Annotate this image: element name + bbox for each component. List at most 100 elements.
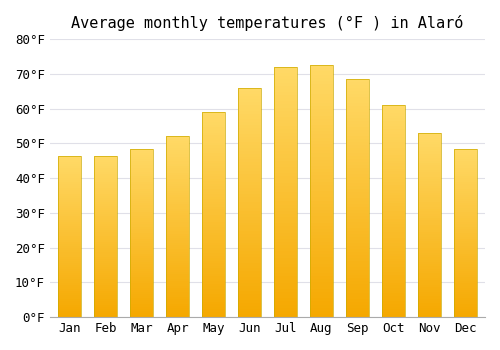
Bar (274, 173, 297, 176)
Bar (202, 191, 225, 194)
Bar (346, 106, 369, 109)
Bar (130, 235, 154, 237)
Bar (418, 220, 441, 223)
Bar (238, 314, 261, 317)
Bar (94, 218, 118, 220)
Bar (454, 265, 477, 267)
Bar (274, 161, 297, 164)
Bar (346, 135, 369, 139)
Bar (418, 276, 441, 278)
Bar (94, 305, 118, 307)
Bar (310, 81, 333, 84)
Bar (166, 222, 189, 224)
Bar (58, 222, 82, 224)
Bar (238, 228, 261, 231)
Bar (94, 155, 118, 317)
Bar (454, 241, 477, 243)
Bar (346, 266, 369, 270)
Bar (58, 303, 82, 305)
Bar (382, 307, 405, 309)
Bar (202, 194, 225, 197)
Bar (454, 176, 477, 178)
Bar (310, 147, 333, 150)
Bar (274, 192, 297, 195)
Bar (382, 206, 405, 209)
Bar (418, 296, 441, 299)
Bar (94, 275, 118, 277)
Bar (58, 188, 82, 190)
Bar (274, 267, 297, 270)
Bar (130, 269, 154, 271)
Bar (58, 271, 82, 273)
Bar (418, 294, 441, 296)
Bar (238, 108, 261, 111)
Bar (346, 79, 369, 317)
Bar (166, 139, 189, 141)
Bar (274, 289, 297, 292)
Bar (94, 204, 118, 206)
Bar (202, 238, 225, 240)
Bar (274, 79, 297, 83)
Bar (94, 196, 118, 198)
Bar (94, 246, 118, 248)
Bar (418, 135, 441, 138)
Bar (166, 136, 189, 317)
Bar (346, 168, 369, 172)
Bar (418, 167, 441, 170)
Bar (418, 170, 441, 172)
Bar (130, 195, 154, 197)
Bar (130, 212, 154, 214)
Bar (166, 303, 189, 306)
Bar (166, 294, 189, 297)
Bar (310, 84, 333, 87)
Bar (166, 182, 189, 184)
Bar (346, 204, 369, 207)
Bar (418, 204, 441, 206)
Bar (454, 235, 477, 237)
Bar (202, 135, 225, 138)
Bar (58, 172, 82, 174)
Bar (418, 181, 441, 184)
Bar (94, 192, 118, 194)
Bar (238, 171, 261, 174)
Bar (202, 125, 225, 127)
Bar (382, 108, 405, 111)
Bar (382, 283, 405, 285)
Bar (346, 275, 369, 279)
Bar (310, 210, 333, 213)
Bar (310, 245, 333, 248)
Bar (274, 95, 297, 98)
Bar (382, 211, 405, 214)
Bar (274, 304, 297, 308)
Bar (166, 252, 189, 254)
Bar (346, 192, 369, 195)
Bar (454, 250, 477, 252)
Bar (418, 158, 441, 161)
Bar (166, 299, 189, 301)
Bar (130, 191, 154, 193)
Bar (238, 199, 261, 202)
Bar (310, 248, 333, 251)
Bar (454, 247, 477, 250)
Bar (166, 143, 189, 146)
Bar (94, 155, 118, 158)
Bar (238, 142, 261, 145)
Bar (454, 212, 477, 214)
Bar (454, 216, 477, 218)
Bar (238, 208, 261, 211)
Bar (58, 234, 82, 236)
Bar (58, 313, 82, 315)
Bar (130, 174, 154, 176)
Bar (202, 230, 225, 232)
Bar (382, 182, 405, 185)
Bar (274, 273, 297, 276)
Bar (346, 139, 369, 141)
Bar (310, 194, 333, 197)
Bar (346, 85, 369, 88)
Bar (382, 280, 405, 283)
Bar (454, 273, 477, 275)
Bar (238, 308, 261, 312)
Bar (166, 310, 189, 313)
Bar (94, 240, 118, 243)
Bar (58, 218, 82, 220)
